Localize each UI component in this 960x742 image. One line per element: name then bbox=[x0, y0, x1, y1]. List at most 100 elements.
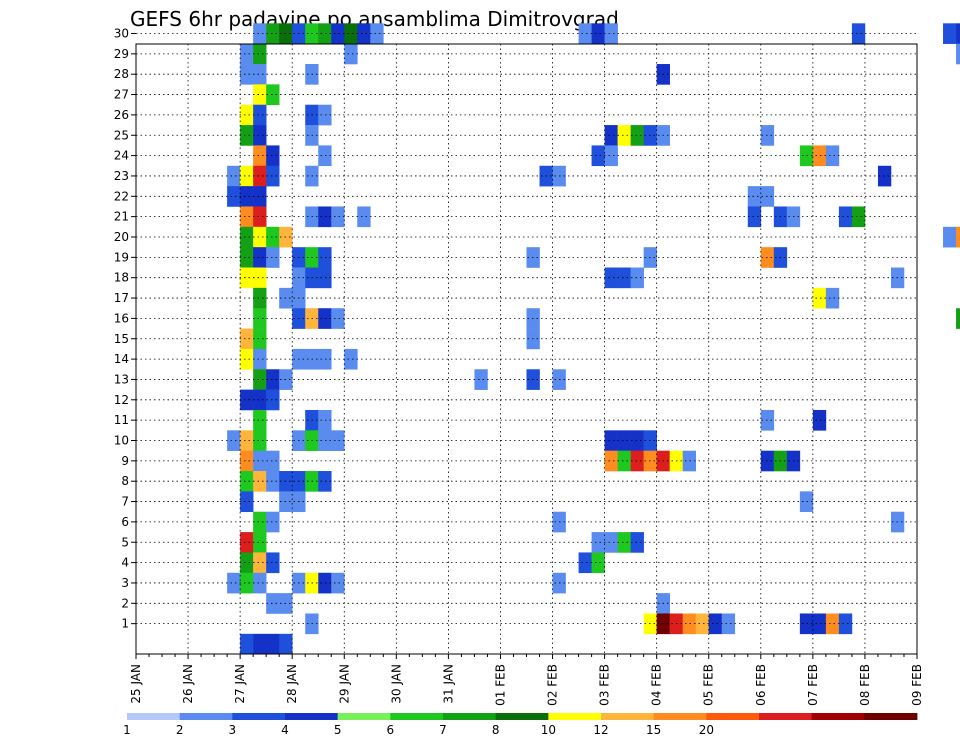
heatmap-cell bbox=[253, 267, 267, 289]
y-tick-label: 27 bbox=[114, 88, 129, 102]
colorbar-segment bbox=[811, 713, 865, 720]
colorbar-tick-label: 8 bbox=[492, 723, 500, 737]
y-tick-label: 20 bbox=[114, 230, 129, 244]
heatmap-cell bbox=[266, 450, 280, 472]
colorbar-tick-label: 20 bbox=[699, 723, 714, 737]
heatmap-cell bbox=[318, 267, 332, 289]
heatmap-cell bbox=[253, 43, 267, 65]
heatmap-cell bbox=[357, 206, 371, 228]
colorbar-tick-label: 12 bbox=[593, 723, 608, 737]
heatmap-cell bbox=[344, 23, 358, 44]
heatmap-cell bbox=[838, 613, 853, 635]
heatmap-cell bbox=[331, 23, 345, 44]
heatmap-cell bbox=[240, 430, 254, 451]
heatmap-cell bbox=[956, 226, 960, 248]
colorbar-tick-label: 4 bbox=[281, 723, 289, 737]
colorbar-tick-label: 1 bbox=[123, 723, 131, 737]
heatmap-cell bbox=[253, 389, 267, 411]
heatmap-cell bbox=[266, 247, 280, 268]
y-tick-label: 22 bbox=[114, 189, 129, 203]
heatmap-cell bbox=[747, 206, 762, 228]
heatmap-cell bbox=[240, 491, 254, 513]
heatmap-cell bbox=[253, 247, 267, 268]
colorbar-segment bbox=[864, 713, 918, 720]
heatmap-cell bbox=[253, 511, 267, 533]
colorbar-segment bbox=[443, 713, 497, 720]
heatmap-cell bbox=[591, 532, 605, 553]
heatmap-cell bbox=[708, 613, 723, 635]
y-tick-label: 15 bbox=[114, 332, 129, 346]
heatmap-cell bbox=[617, 125, 631, 146]
heatmap-cell bbox=[370, 23, 384, 44]
colorbar-segment bbox=[706, 713, 760, 720]
y-tick-label: 6 bbox=[121, 515, 129, 529]
heatmap-cell bbox=[747, 186, 762, 207]
y-tick-label: 7 bbox=[121, 495, 129, 509]
y-tick-label: 29 bbox=[114, 47, 129, 61]
heatmap-cell bbox=[578, 552, 592, 574]
colorbar-segment bbox=[601, 713, 655, 720]
x-tick-label: 30 JAN bbox=[389, 664, 403, 704]
heatmap-cell bbox=[943, 226, 957, 248]
y-tick-label: 25 bbox=[114, 128, 129, 142]
heatmap-cell bbox=[617, 267, 631, 289]
heatmap-cell bbox=[617, 532, 631, 553]
heatmap-cell bbox=[253, 165, 267, 187]
heatmap-cell bbox=[253, 287, 267, 309]
heatmap-cell bbox=[851, 206, 866, 228]
heatmap-cell bbox=[240, 125, 254, 146]
heatmap-cell bbox=[240, 532, 254, 553]
heatmap-cell bbox=[240, 165, 254, 187]
heatmap-cell bbox=[617, 450, 631, 472]
heatmap-cell bbox=[812, 287, 827, 309]
heatmap-cell bbox=[630, 267, 644, 289]
x-tick-label: 29 JAN bbox=[337, 664, 351, 704]
heatmap-cell bbox=[266, 471, 280, 492]
x-tick-label: 03 FEB bbox=[598, 664, 612, 706]
x-tick-label: 07 FEB bbox=[806, 664, 820, 706]
heatmap-cell bbox=[253, 23, 267, 44]
heatmap-cell bbox=[630, 125, 644, 146]
heatmap-cell bbox=[318, 430, 332, 451]
heatmap-cell bbox=[253, 430, 267, 451]
colorbar: 1 2 3 4 5 6 7 8 10 12 15 20 bbox=[123, 713, 918, 737]
heatmap-cell bbox=[318, 206, 332, 228]
heatmap-cell bbox=[240, 206, 254, 228]
heatmap-cell bbox=[253, 409, 267, 431]
heatmap-cell bbox=[331, 572, 345, 594]
colorbar-tick-label: 10 bbox=[541, 723, 556, 737]
heatmap-cell bbox=[253, 145, 267, 167]
x-tick-label: 06 FEB bbox=[754, 664, 768, 706]
y-tick-label: 12 bbox=[114, 393, 129, 407]
colorbar-segment bbox=[285, 713, 339, 720]
colorbar-segment bbox=[495, 713, 549, 720]
heatmap-cell bbox=[474, 369, 488, 390]
x-tick-label: 27 JAN bbox=[233, 664, 247, 704]
y-tick-label: 14 bbox=[114, 352, 129, 366]
heatmap-cell bbox=[253, 125, 267, 146]
heatmap-cell bbox=[253, 104, 267, 126]
heatmap-cell bbox=[721, 613, 736, 635]
heatmap-cell bbox=[240, 104, 254, 126]
heatmap-cell bbox=[266, 369, 280, 390]
heatmap-cell bbox=[318, 247, 332, 268]
x-tick-label: 05 FEB bbox=[702, 664, 716, 706]
x-tick-label: 02 FEB bbox=[546, 664, 560, 706]
heatmap-cell bbox=[331, 206, 345, 228]
heatmap-cell bbox=[318, 409, 332, 431]
heatmap-cell bbox=[318, 348, 332, 370]
heatmap-cell bbox=[825, 145, 840, 167]
y-tick-label: 11 bbox=[114, 413, 129, 427]
heatmap-cell bbox=[240, 552, 254, 574]
heatmap-cell bbox=[253, 633, 267, 655]
y-tick-label: 21 bbox=[114, 210, 129, 224]
heatmap-cell bbox=[591, 23, 605, 44]
heatmap-cell bbox=[253, 328, 267, 350]
heatmap-cell bbox=[604, 430, 618, 451]
colorbar-segment bbox=[548, 713, 602, 720]
heatmap-cell bbox=[331, 308, 345, 329]
heatmap-cell bbox=[253, 186, 267, 207]
colorbar-tick-label: 2 bbox=[176, 723, 184, 737]
heatmap-cell bbox=[956, 308, 960, 329]
